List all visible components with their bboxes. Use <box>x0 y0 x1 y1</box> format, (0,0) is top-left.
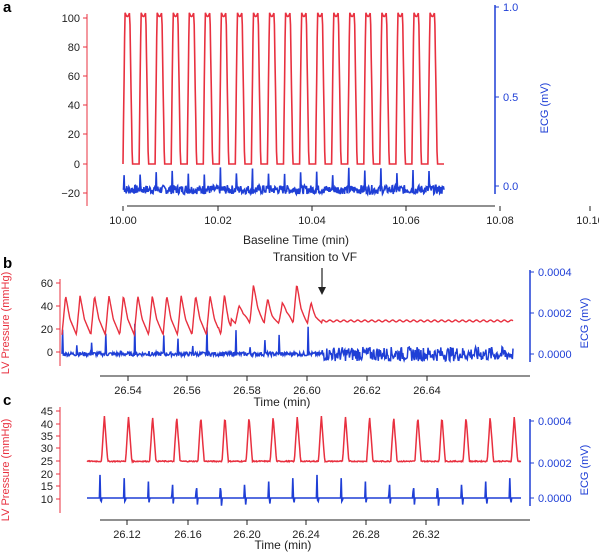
panel-a-x-tick-label: 10.02 <box>204 215 232 227</box>
lv-pressure-trace-a <box>122 12 444 165</box>
panel-b-y-right-tick-label: 0.0004 <box>538 267 572 279</box>
panel-a-y-right-tick-label: 0.0 <box>503 181 518 193</box>
panel-c-y-left-axis-label: LV Pressure (mmHg) <box>0 419 12 521</box>
panel-a-x-tick-label: 10.08 <box>486 215 514 227</box>
panel-b-y-left-axis-label: LV Pressure (mmHg) <box>0 272 12 374</box>
panel-a-y-right-tick-label: 1.0 <box>503 2 518 14</box>
panel-a-y-left-tick-label: 0 <box>74 159 80 171</box>
lv-pressure-trace-b <box>61 285 514 338</box>
panel-b-x-tick-label: 26.60 <box>293 385 321 397</box>
panel-b-x-tick-label: 26.62 <box>353 385 381 397</box>
panel-a-x-axis-label: Baseline Time (min) <box>243 233 349 247</box>
panel-c-y-right-tick-label: 0.0004 <box>538 416 572 428</box>
panel-c-y-left-tick-label: 30 <box>41 443 53 455</box>
panel-c-y-left-tick-label: 45 <box>41 406 53 418</box>
panel-c-x-tick-label: 26.20 <box>233 529 261 541</box>
panel-c-x-tick-label: 26.12 <box>113 529 141 541</box>
panel-a-label: a <box>3 0 12 16</box>
panel-b-y-left-tick-label: 60 <box>41 278 53 290</box>
panel-a-y-right-tick-label: 0.5 <box>503 92 518 104</box>
panel-b-x-tick-label: 26.54 <box>114 385 142 397</box>
panel-a-x-tick-label: 10.00 <box>109 215 137 227</box>
transition-annotation: Transition to VF <box>273 250 357 264</box>
panel-b-x-tick-label: 26.58 <box>233 385 261 397</box>
lv-pressure-trace-c <box>86 415 522 464</box>
panel-b-x-tick-label: 26.64 <box>413 385 441 397</box>
panel-a-x-tick-label: 10.10 <box>576 215 599 227</box>
panel-c-y-right-tick-label: 0.0000 <box>538 493 572 505</box>
panel-a: a 10.00 10.02 10.04 10.06 10.08 10.10 Baseline … <box>3 0 599 247</box>
panel-c-x-axis-label: Time (min) <box>255 538 312 552</box>
panel-b-y-right-tick-label: 0.0000 <box>538 349 572 361</box>
panel-b-y-left-tick-label: 0 <box>47 347 53 359</box>
panel-a-y-left-tick-label: 20 <box>68 129 80 141</box>
panel-a-y-left-tick-label: 100 <box>62 13 80 25</box>
panel-b: b 26.54 26.56 26.58 26.60 26.62 26.64 Time (min… <box>0 250 591 409</box>
panel-c-y-right-tick-label: 0.0002 <box>538 458 572 470</box>
panel-a-x-tick-label: 10.04 <box>298 215 326 227</box>
panel-b-y-right-axis-label: ECG (mV) <box>579 298 591 349</box>
panel-b-y-left-tick-label: 20 <box>41 324 53 336</box>
transition-arrow-head <box>318 287 326 295</box>
panel-a-y-left-tick-label: −20 <box>61 188 80 200</box>
ecg-trace-b <box>61 323 514 364</box>
panel-c-x-tick-label: 26.32 <box>412 529 440 541</box>
panel-a-y-left-tick-label: 60 <box>68 71 80 83</box>
panel-a-y-left-tick-label: 80 <box>68 42 80 54</box>
panel-c-y-left-tick-label: 10 <box>41 494 53 506</box>
ecg-trace-a <box>122 167 445 197</box>
panel-b-y-right-tick-label: 0.0002 <box>538 308 572 320</box>
panel-c: c 26.12 26.16 26.20 26.24 26.28 26.32 Time (min… <box>0 392 591 552</box>
panel-b-x-tick-label: 26.56 <box>173 385 201 397</box>
panel-c-y-right-axis-label: ECG (mV) <box>579 445 591 496</box>
panel-c-x-tick-label: 26.24 <box>292 529 320 541</box>
panel-a-x-tick-label: 10.06 <box>392 215 420 227</box>
panel-c-y-left-tick-label: 25 <box>41 456 53 468</box>
panel-a-y-right-axis-label: ECG (mV) <box>539 83 551 134</box>
panel-b-x-axis-label: Time (min) <box>254 395 311 409</box>
panel-c-y-left-tick-label: 15 <box>41 481 53 493</box>
panel-c-y-left-tick-label: 40 <box>41 419 53 431</box>
panel-a-y-left-tick-label: 40 <box>68 100 80 112</box>
ecg-trace-c <box>87 474 521 506</box>
panel-b-label: b <box>3 255 12 272</box>
panel-c-label: c <box>3 392 11 409</box>
panel-c-x-tick-label: 26.28 <box>352 529 380 541</box>
panel-c-y-left-tick-label: 35 <box>41 431 53 443</box>
panel-c-y-left-tick-label: 20 <box>41 469 53 481</box>
panel-c-x-tick-label: 26.16 <box>174 529 202 541</box>
panel-b-y-left-tick-label: 40 <box>41 301 53 313</box>
